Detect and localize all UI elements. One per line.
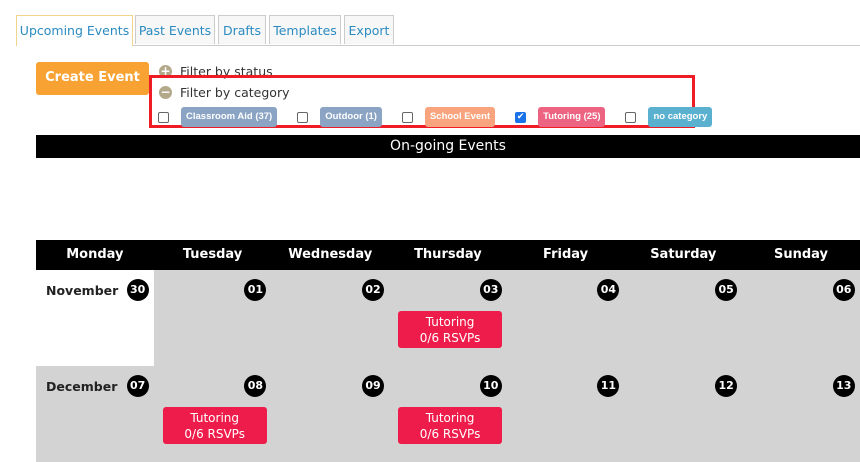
category-checkbox[interactable] bbox=[297, 111, 309, 123]
weekday-label: Saturday bbox=[650, 247, 717, 262]
event-title: Tutoring bbox=[425, 315, 475, 329]
tab-export[interactable]: Export bbox=[344, 15, 394, 44]
event-card[interactable]: Tutoring 0/6 RSVPs bbox=[398, 311, 503, 348]
calendar-day[interactable]: 01 bbox=[153, 270, 272, 366]
filter-by-category[interactable]: − Filter by category bbox=[159, 85, 289, 100]
event-rsvp: 0/6 RSVPs bbox=[419, 427, 481, 441]
day-number: 03 bbox=[479, 279, 502, 301]
category-badge[interactable]: Tutoring (25) bbox=[538, 107, 606, 127]
calendar-day[interactable]: 02 bbox=[271, 270, 390, 366]
weekday-header: Monday Tuesday Wednesday Thursday Friday Satu… bbox=[36, 240, 860, 270]
day-number: 09 bbox=[362, 375, 385, 397]
weekday-label: Thursday bbox=[414, 247, 482, 262]
event-card[interactable]: Tutoring 0/6 RSVPs bbox=[162, 407, 267, 444]
weekday-label: Sunday bbox=[773, 247, 828, 262]
category-checkbox[interactable] bbox=[401, 111, 413, 123]
day-number: 07 bbox=[126, 375, 149, 397]
plus-circle-icon: + bbox=[159, 64, 172, 78]
tab-templates[interactable]: Templates bbox=[269, 15, 341, 44]
tab-upcoming-events[interactable]: Upcoming Events bbox=[16, 15, 133, 46]
tab-drafts[interactable]: Drafts bbox=[218, 15, 266, 44]
create-event-button[interactable]: Create Event bbox=[36, 62, 149, 95]
category-badge[interactable]: Classroom Aid (37) bbox=[181, 107, 278, 127]
category-badge[interactable]: no category bbox=[648, 107, 713, 127]
weekday-label: Monday bbox=[66, 247, 124, 262]
calendar-day[interactable]: 04 bbox=[506, 270, 625, 366]
ongoing-events-header: On-going Events bbox=[36, 135, 860, 158]
day-number: 12 bbox=[715, 375, 738, 397]
tab-bar: Upcoming Events Past Events Drafts Template… bbox=[16, 15, 860, 46]
day-number: 13 bbox=[832, 375, 855, 397]
category-filters: Classroom Aid (37) Outdoor (1) School Even… bbox=[158, 107, 732, 127]
day-number: 30 bbox=[126, 279, 149, 301]
month-label: November bbox=[46, 283, 119, 298]
event-title: Tutoring bbox=[425, 411, 475, 425]
day-number: 08 bbox=[244, 375, 267, 397]
event-rsvp: 0/6 RSVPs bbox=[419, 331, 481, 345]
category-checkbox[interactable] bbox=[625, 111, 637, 123]
day-number: 04 bbox=[597, 279, 620, 301]
calendar-day[interactable]: 12 bbox=[624, 366, 743, 462]
weekday-label: Wednesday bbox=[288, 247, 373, 262]
event-title: Tutoring bbox=[190, 411, 240, 425]
weekday-label: Tuesday bbox=[182, 247, 243, 262]
calendar-day[interactable]: 06 bbox=[742, 270, 860, 366]
category-badge[interactable]: Outdoor (1) bbox=[320, 107, 382, 127]
event-rsvp: 0/6 RSVPs bbox=[184, 427, 245, 441]
calendar-week: December 07 08 Tutoring 0/6 RSVPs 09 10 Tutorin… bbox=[36, 366, 860, 462]
calendar-day[interactable]: 13 bbox=[742, 366, 860, 462]
event-card[interactable]: Tutoring 0/6 RSVPs bbox=[398, 407, 503, 444]
calendar: Monday Tuesday Wednesday Thursday Friday Satu… bbox=[36, 240, 860, 462]
calendar-day[interactable]: December 07 bbox=[36, 366, 154, 462]
calendar-day[interactable]: November 30 bbox=[36, 270, 154, 366]
calendar-day[interactable]: 08 Tutoring 0/6 RSVPs bbox=[153, 366, 272, 462]
category-checkbox[interactable]: ✔ bbox=[515, 111, 527, 123]
calendar-day[interactable]: 09 bbox=[271, 366, 390, 462]
category-checkbox[interactable] bbox=[158, 111, 169, 123]
calendar-day[interactable]: 05 bbox=[624, 270, 743, 366]
filter-category-label: Filter by category bbox=[180, 85, 290, 100]
day-number: 05 bbox=[715, 279, 738, 301]
tab-past-events[interactable]: Past Events bbox=[135, 15, 215, 44]
day-number: 06 bbox=[832, 279, 855, 301]
calendar-day[interactable]: 10 Tutoring 0/6 RSVPs bbox=[389, 366, 507, 462]
category-badge[interactable]: School Event bbox=[424, 107, 496, 127]
minus-circle-icon: − bbox=[159, 85, 172, 99]
month-label: December bbox=[46, 379, 118, 394]
day-number: 01 bbox=[244, 279, 267, 301]
calendar-week: November 30 01 02 03 Tutoring 0/6 RSVPs 04 05 06 bbox=[36, 270, 860, 366]
day-number: 11 bbox=[597, 375, 620, 397]
day-number: 10 bbox=[479, 375, 502, 397]
calendar-day[interactable]: 11 bbox=[506, 366, 625, 462]
highlight-box bbox=[149, 75, 695, 128]
weekday-label: Friday bbox=[543, 247, 589, 262]
day-number: 02 bbox=[362, 279, 385, 301]
calendar-day[interactable]: 03 Tutoring 0/6 RSVPs bbox=[389, 270, 507, 366]
